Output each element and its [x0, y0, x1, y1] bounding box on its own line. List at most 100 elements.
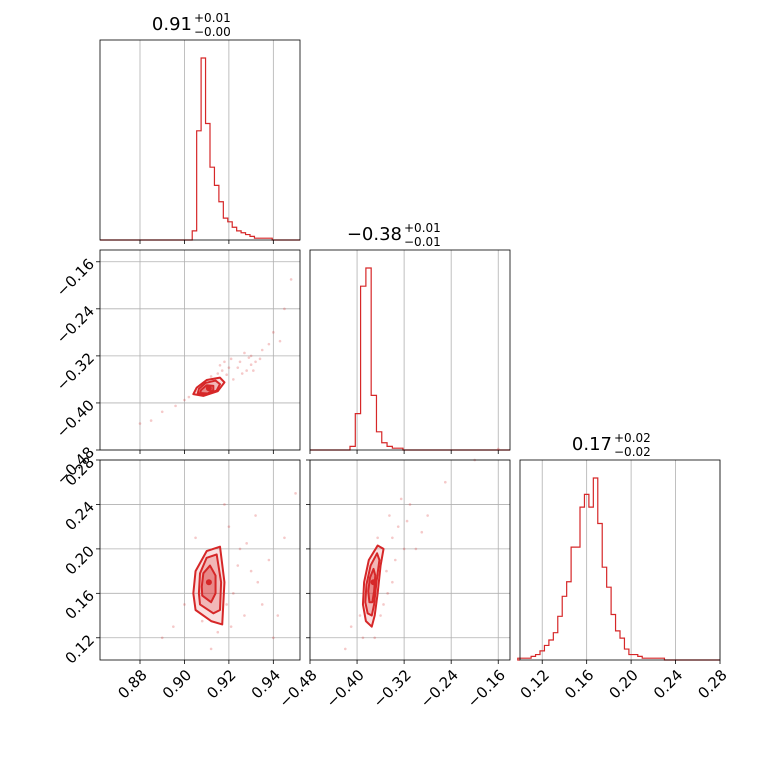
sample-point: [160, 636, 164, 640]
y-tick-label: 0.16: [62, 587, 98, 623]
y-tick-label: 0.12: [62, 631, 98, 667]
sample-point: [382, 603, 385, 606]
x-tick-label: −0.24: [417, 666, 462, 711]
axes-frame: [309, 459, 511, 661]
sample-point: [232, 378, 235, 381]
axes-frame: [519, 459, 721, 661]
panel-title: 0.17 +0.02−0.02: [572, 431, 651, 459]
sample-point: [249, 363, 253, 367]
sample-point: [278, 339, 282, 343]
axes-frame: [99, 249, 301, 451]
x-tick-label: −0.16: [464, 666, 509, 711]
sample-point: [414, 547, 418, 551]
y-tick-label: −0.32: [53, 349, 98, 394]
histogram-0: [100, 57, 300, 241]
sample-point: [393, 558, 397, 562]
sample-point: [229, 625, 233, 628]
title-minus: −0.02: [614, 445, 651, 459]
sample-point: [496, 447, 500, 451]
sample-point: [200, 619, 204, 623]
title-minus: −0.01: [404, 235, 441, 249]
sample-point: [361, 636, 365, 640]
sample-point: [229, 357, 233, 361]
sample-point: [294, 492, 297, 495]
sample-point: [240, 372, 244, 375]
sample-point: [194, 536, 197, 540]
sample-point: [408, 503, 412, 506]
sample-point: [254, 514, 257, 517]
x-tick-label: −0.48: [276, 666, 321, 711]
title-value: 0.17: [572, 434, 612, 455]
sample-point: [238, 360, 242, 364]
sample-point: [216, 630, 220, 634]
sample-point: [209, 647, 213, 651]
sample-point: [405, 519, 409, 523]
sample-point: [260, 603, 264, 606]
sample-point: [272, 331, 275, 334]
sample-point: [223, 360, 226, 364]
sample-point: [149, 419, 153, 422]
axes-frame: [99, 39, 301, 241]
x-tick-label: −0.40: [323, 666, 368, 711]
density-peak: [205, 579, 212, 586]
histogram-1: [310, 267, 510, 451]
x-tick-label: 0.88: [114, 666, 150, 702]
sample-point: [426, 514, 429, 517]
x-tick-label: 0.28: [694, 666, 730, 702]
sample-point: [243, 614, 246, 617]
x-tick-label: 0.92: [203, 666, 239, 702]
sample-point: [443, 480, 447, 484]
x-tick-label: 0.16: [561, 666, 597, 702]
sample-point: [225, 603, 228, 606]
y-tick-label: 0.24: [62, 498, 98, 534]
title-value: 0.91: [152, 14, 192, 35]
sample-point: [227, 525, 231, 528]
sample-point: [232, 592, 235, 595]
sample-point: [376, 536, 379, 540]
sample-point: [218, 363, 222, 367]
title-minus: −0.00: [194, 25, 231, 39]
sample-point: [272, 636, 275, 640]
sample-point: [227, 366, 231, 369]
y-tick-label: −0.40: [53, 396, 98, 441]
sample-point: [267, 558, 271, 562]
sample-point: [249, 354, 253, 358]
sample-point: [343, 647, 347, 651]
x-tick-label: 0.90: [159, 666, 195, 702]
panel-title: −0.38 +0.01−0.01: [347, 221, 441, 249]
sample-point: [256, 580, 260, 584]
sample-point: [373, 636, 377, 640]
sample-point: [402, 547, 406, 551]
sample-point: [379, 614, 382, 617]
panel-title: 0.91 +0.01−0.00: [152, 11, 231, 39]
sample-point: [249, 569, 253, 573]
sample-point: [396, 525, 400, 528]
sample-point: [236, 366, 240, 369]
sample-point: [172, 625, 175, 628]
sample-point: [289, 278, 293, 281]
histogram-2: [517, 477, 720, 661]
sample-point: [399, 497, 403, 501]
sample-point: [183, 398, 186, 402]
sample-point: [209, 375, 213, 378]
x-tick-label: 0.20: [606, 666, 642, 702]
sample-point: [247, 356, 251, 359]
sample-point: [160, 410, 164, 414]
title-plus: +0.01: [194, 11, 231, 25]
sample-point: [216, 372, 220, 375]
sample-point: [252, 369, 255, 372]
sample-point: [245, 369, 248, 372]
sample-point: [243, 351, 246, 355]
sample-point: [220, 369, 224, 372]
sample-point: [138, 422, 142, 425]
sample-point: [187, 395, 191, 399]
title-plus: +0.02: [614, 431, 651, 445]
axes-frame: [99, 459, 301, 661]
sample-point: [260, 348, 264, 352]
axes-frame: [309, 249, 511, 451]
sample-point: [391, 580, 394, 584]
density-peak: [370, 579, 377, 586]
sample-point: [283, 536, 286, 540]
sample-point: [245, 542, 248, 545]
